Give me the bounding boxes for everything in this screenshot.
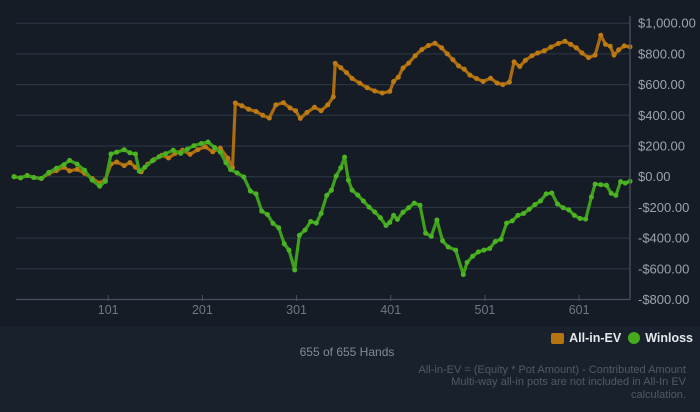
y-axis-labels: $1,000.00 $800.00 $600.00 $400.00 $200.00 $0.… — [638, 16, 696, 307]
footnote-line-3: calculation. — [630, 388, 686, 401]
x-tick-label: 101 — [98, 303, 119, 317]
equity-chart: $1,000.00 $800.00 $600.00 $400.00 $200.00 $0.… — [11, 16, 696, 317]
all-in-ev-legend-label: All-in-EV — [569, 331, 622, 345]
x-tick-label: 601 — [569, 303, 590, 317]
y-tick-label: $800.00 — [638, 46, 685, 61]
series-all-in-ev — [11, 32, 633, 186]
series-winloss — [11, 139, 633, 278]
y-tick-label: -$600.00 — [638, 261, 689, 276]
all-in-ev-footnote: All-in-EV = (Equity * Pot Amount) - Cont… — [386, 364, 687, 401]
legend-item-all-in-ev[interactable]: All-in-EV — [551, 331, 621, 345]
winloss-swatch-icon — [628, 332, 641, 344]
legend-item-winloss[interactable]: Winloss — [628, 331, 693, 345]
y-tick-label: $400.00 — [638, 108, 685, 123]
axes — [107, 16, 631, 301]
x-axis-labels: 101 201 301 401 501 601 — [98, 303, 590, 317]
gridlines — [16, 22, 630, 301]
y-tick-label: -$400.00 — [638, 231, 689, 246]
x-tick-label: 201 — [192, 303, 213, 317]
x-tick-label: 401 — [380, 303, 401, 317]
hands-count-label: 655 of 655 Hands — [299, 345, 395, 359]
y-tick-label: $200.00 — [638, 139, 685, 154]
all-in-ev-swatch-icon — [551, 332, 565, 344]
y-tick-label: $0.00 — [638, 169, 671, 184]
x-tick-label: 301 — [286, 303, 307, 317]
footnote-line-1: All-in-EV = (Equity * Pot Amount) - Cont… — [418, 364, 687, 376]
y-tick-label: -$800.00 — [638, 292, 689, 307]
chart-footer — [0, 326, 700, 412]
x-tick-label: 501 — [475, 303, 496, 317]
y-tick-label: $600.00 — [638, 77, 685, 92]
winloss-legend-label: Winloss — [645, 331, 693, 345]
y-tick-label: -$200.00 — [638, 200, 689, 215]
chart-legend: All-in-EV Winloss — [551, 331, 693, 345]
y-tick-label: $1,000.00 — [638, 16, 696, 31]
footnote-line-2: Multi-way all-in pots are not included i… — [451, 376, 686, 389]
plot-area: $1,000.00 $800.00 $600.00 $400.00 $200.00 $0.… — [0, 0, 700, 326]
